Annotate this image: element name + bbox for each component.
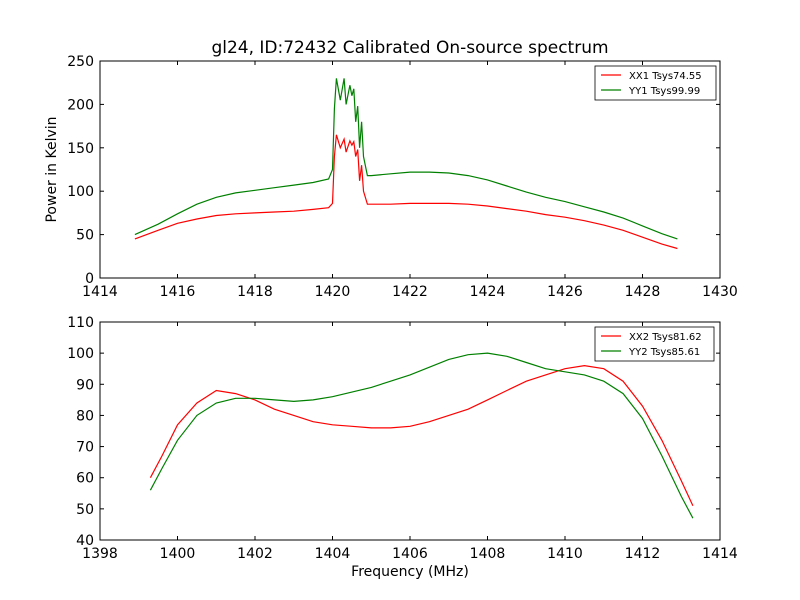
x-tick-label: 1414 — [82, 284, 118, 300]
legend-entry-label: YY2 Tsys85.61 — [628, 347, 700, 358]
y-tick-label: 150 — [67, 141, 94, 157]
legend-box — [594, 65, 717, 101]
y-tick-label: 0 — [85, 271, 94, 287]
chart-panel-1: 1414 1416 1418 1420 1422 1424 1426 1428 1430 0 50 1… — [44, 54, 738, 300]
x-tick-label: 1412 — [625, 546, 661, 562]
x-tick-label: 1404 — [315, 546, 351, 562]
x-tick-label: 1408 — [470, 546, 506, 562]
x-tick-label: 1422 — [392, 284, 428, 300]
x-tick-label: 1414 — [702, 546, 738, 562]
y-tick-label: 100 — [67, 346, 94, 362]
y-tick-label: 100 — [67, 184, 94, 200]
x-tick-label: 1426 — [547, 284, 583, 300]
chart-panel-2: 1398 1400 1402 1404 1406 1408 1410 1412 1414 40 50… — [67, 315, 738, 580]
x-tick-label: 1410 — [547, 546, 583, 562]
x-tick-label: 1406 — [392, 546, 428, 562]
y-tick-label: 80 — [76, 408, 94, 424]
y-tick-label: 70 — [76, 440, 94, 456]
series-line-green — [134, 78, 678, 240]
series-line-red — [149, 364, 694, 506]
y-tick-label: 200 — [67, 97, 94, 113]
legend: XX2 Tsys81.62 YY2 Tsys85.61 — [594, 326, 715, 362]
x-tick-label: 1398 — [82, 546, 118, 562]
legend-box — [594, 326, 715, 362]
x-tick-label: 1420 — [315, 284, 351, 300]
x-tick-label: 1424 — [470, 284, 506, 300]
x-tick-label: 1402 — [237, 546, 273, 562]
legend: XX1 Tsys74.55 YY1 Tsys99.99 — [594, 65, 717, 101]
series-line-green — [149, 352, 694, 519]
y-tick-label: 250 — [67, 54, 94, 70]
legend-entry-label: XX1 Tsys74.55 — [629, 71, 702, 82]
y-tick-label: 90 — [76, 377, 94, 393]
figure-title: gl24, ID:72432 Calibrated On-source spec… — [211, 38, 608, 58]
y-tick-label: 110 — [67, 315, 94, 331]
y-tick-label: 50 — [76, 228, 94, 244]
legend-entry-label: YY1 Tsys99.99 — [628, 86, 700, 97]
y-tick-label: 60 — [76, 471, 94, 487]
y-tick-label: 40 — [76, 533, 94, 549]
legend-entry-label: XX2 Tsys81.62 — [629, 332, 702, 343]
x-tick-label: 1430 — [702, 284, 738, 300]
y-tick-label: 50 — [76, 502, 94, 518]
x-tick-label: 1416 — [160, 284, 196, 300]
series-line-red — [134, 134, 678, 250]
y-axis-label: Power in Kelvin — [44, 116, 60, 222]
x-tick-label: 1418 — [237, 284, 273, 300]
x-tick-label: 1400 — [160, 546, 196, 562]
x-tick-label: 1428 — [625, 284, 661, 300]
x-axis-label: Frequency (MHz) — [351, 564, 469, 580]
